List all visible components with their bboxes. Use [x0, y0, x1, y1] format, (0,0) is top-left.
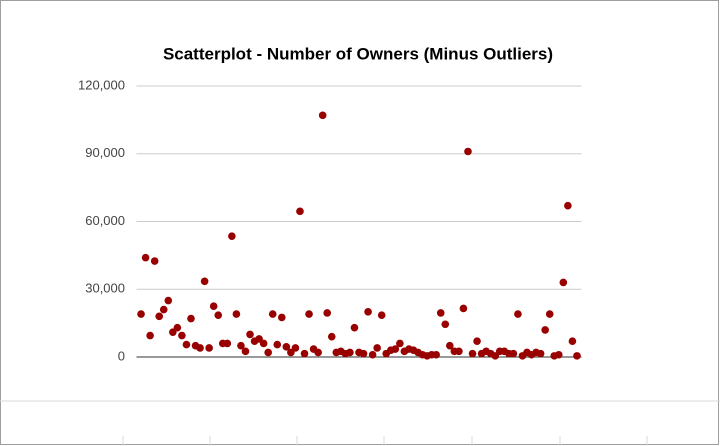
point [473, 337, 481, 345]
point [155, 312, 164, 321]
point [359, 349, 368, 358]
point [554, 350, 563, 359]
point [327, 332, 336, 341]
point [455, 347, 463, 356]
point [291, 344, 300, 352]
point [314, 348, 322, 357]
point [282, 343, 291, 351]
point [228, 232, 236, 240]
point [264, 348, 272, 357]
point [237, 341, 245, 350]
point [146, 331, 154, 340]
point [223, 339, 232, 348]
point [436, 309, 445, 317]
point [377, 311, 386, 320]
sheet-grid [0, 400, 720, 446]
point [368, 350, 377, 359]
point [278, 313, 286, 322]
point [141, 253, 150, 262]
point [350, 323, 359, 332]
point [214, 311, 223, 320]
point [464, 147, 472, 156]
point [182, 340, 191, 349]
point [536, 349, 545, 358]
point [459, 304, 468, 313]
y-tick-label: 30,000 [85, 281, 125, 296]
point [323, 309, 332, 317]
point [446, 341, 454, 350]
y-tick-label: 120,000 [78, 77, 125, 92]
point [545, 310, 554, 318]
point [232, 310, 241, 318]
point [364, 308, 372, 316]
point [159, 305, 168, 314]
point [200, 277, 209, 286]
point [209, 302, 218, 310]
point [137, 310, 145, 318]
point [196, 344, 204, 352]
point [391, 345, 400, 353]
point [259, 339, 268, 348]
point [568, 337, 577, 345]
point [559, 278, 568, 287]
point [205, 344, 213, 352]
y-tick-label: 90,000 [85, 145, 125, 160]
point [296, 207, 304, 216]
point [396, 339, 404, 348]
point [441, 320, 450, 329]
point [468, 349, 477, 358]
point [173, 323, 182, 332]
y-tick-label: 60,000 [85, 213, 125, 228]
point [346, 348, 354, 357]
point [246, 330, 254, 339]
point [318, 111, 327, 120]
point [164, 296, 173, 305]
y-tick-label: 0 [118, 348, 125, 363]
point [432, 350, 440, 359]
point [564, 201, 572, 210]
point [178, 331, 186, 340]
chart-title: Scatterplot - Number of Owners (Minus Ou… [163, 44, 553, 63]
point [150, 257, 159, 265]
point [187, 314, 195, 323]
point [509, 349, 518, 358]
point [305, 310, 313, 318]
point [514, 310, 522, 318]
point [373, 344, 381, 352]
point [268, 310, 277, 318]
point [541, 326, 549, 334]
point [241, 347, 250, 356]
point [573, 352, 581, 360]
point [300, 349, 309, 358]
point [273, 340, 282, 349]
